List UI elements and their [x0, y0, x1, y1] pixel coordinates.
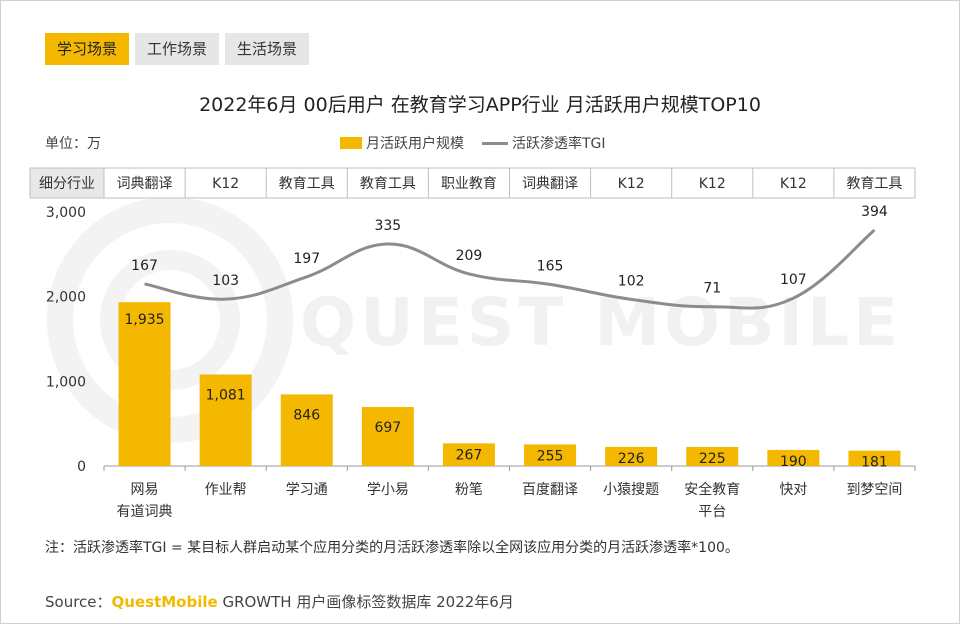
tgi-value-label: 107 — [780, 272, 807, 288]
segment-header-label: 细分行业 — [39, 176, 95, 192]
source-text: GROWTH 用户画像标签数据库 2022年6月 — [217, 593, 514, 611]
legend-line-swatch — [482, 141, 508, 145]
bar-value-label: 226 — [618, 451, 645, 467]
tab-learning[interactable]: 学习场景 — [45, 33, 130, 65]
segment-label: K12 — [212, 176, 239, 192]
category-label: 学小易 — [367, 482, 409, 498]
category-label: 安全教育 — [684, 481, 740, 498]
tgi-value-label: 167 — [131, 258, 158, 274]
footnote: 注：活跃渗透率TGI = 某目标人群启动某个应用分类的月活跃渗透率除以全网该应用… — [45, 540, 739, 556]
segment-label: K12 — [699, 176, 726, 192]
tgi-value-label: 394 — [861, 204, 888, 220]
tgi-value-label: 103 — [212, 273, 239, 289]
category-label: 学习通 — [286, 482, 328, 498]
source-line: Source：QuestMobile GROWTH 用户画像标签数据库 2022… — [45, 591, 514, 612]
bar-value-label: 267 — [456, 447, 483, 463]
bar — [199, 374, 252, 466]
y-tick-label: 1,000 — [46, 374, 86, 390]
bar-value-label: 225 — [699, 451, 726, 467]
category-label: 到梦空间 — [846, 482, 902, 498]
bar-value-label: 846 — [293, 407, 320, 423]
tgi-line — [144, 228, 876, 310]
category-label: 小猿搜题 — [603, 482, 659, 498]
source-brand: QuestMobile — [111, 593, 218, 611]
tgi-value-label: 335 — [374, 218, 401, 234]
legend: 月活跃用户规模 活跃渗透率TGI — [340, 133, 606, 153]
legend-bar-label: 月活跃用户规模 — [366, 136, 464, 152]
segment-label: 教育工具 — [279, 176, 335, 192]
segment-label: 词典翻译 — [522, 176, 578, 192]
tgi-value-label: 102 — [618, 273, 645, 289]
y-tick-label: 3,000 — [46, 205, 86, 221]
tgi-value-label: 209 — [456, 248, 483, 264]
tab-life[interactable]: 生活场景 — [225, 33, 310, 65]
category-label: 平台 — [698, 504, 726, 520]
y-tick-label: 0 — [77, 459, 86, 475]
legend-bar-swatch — [340, 137, 362, 149]
segment-label: 教育工具 — [360, 176, 416, 192]
tab-work[interactable]: 工作场景 — [135, 33, 220, 65]
segment-label: K12 — [618, 176, 645, 192]
tgi-value-label: 197 — [293, 251, 320, 267]
segment-label: 教育工具 — [846, 176, 902, 192]
bar — [767, 449, 820, 466]
bar-value-label: 181 — [861, 455, 888, 471]
bar-value-label: 1,935 — [125, 312, 165, 328]
segment-label: 词典翻译 — [117, 176, 173, 192]
category-label: 作业帮 — [205, 482, 247, 498]
source-prefix: Source： — [45, 593, 112, 611]
bar-value-label: 697 — [374, 420, 401, 436]
scene-tabs: 学习场景 工作场景 生活场景 — [45, 33, 310, 65]
bar-value-label: 1,081 — [206, 387, 246, 403]
category-label: 快对 — [779, 482, 807, 498]
category-label: 有道词典 — [117, 504, 173, 520]
chart-title: 2022年6月 00后用户 在教育学习APP行业 月活跃用户规模TOP10 — [199, 94, 761, 116]
bar — [524, 444, 577, 466]
bar — [848, 450, 901, 466]
bar — [686, 446, 739, 466]
bar-value-label: 190 — [780, 454, 807, 470]
unit-label: 单位：万 — [45, 136, 101, 152]
segment-label: 职业教育 — [441, 176, 497, 192]
legend-line-label: 活跃渗透率TGI — [512, 136, 606, 152]
tgi-value-label: 71 — [703, 281, 721, 297]
category-label: 粉笔 — [455, 482, 483, 498]
y-tick-label: 2,000 — [46, 290, 86, 306]
bar — [118, 302, 171, 466]
bar — [280, 394, 333, 466]
segment-header-cell — [29, 167, 105, 199]
bar — [442, 443, 495, 466]
segment-label: K12 — [780, 176, 807, 192]
segment-row — [29, 167, 916, 199]
bar-value-label: 255 — [537, 448, 564, 464]
category-label: 网易 — [131, 482, 159, 498]
tgi-value-label: 165 — [537, 258, 564, 274]
bar — [361, 406, 414, 466]
category-label: 百度翻译 — [522, 482, 578, 498]
bar — [605, 446, 658, 466]
